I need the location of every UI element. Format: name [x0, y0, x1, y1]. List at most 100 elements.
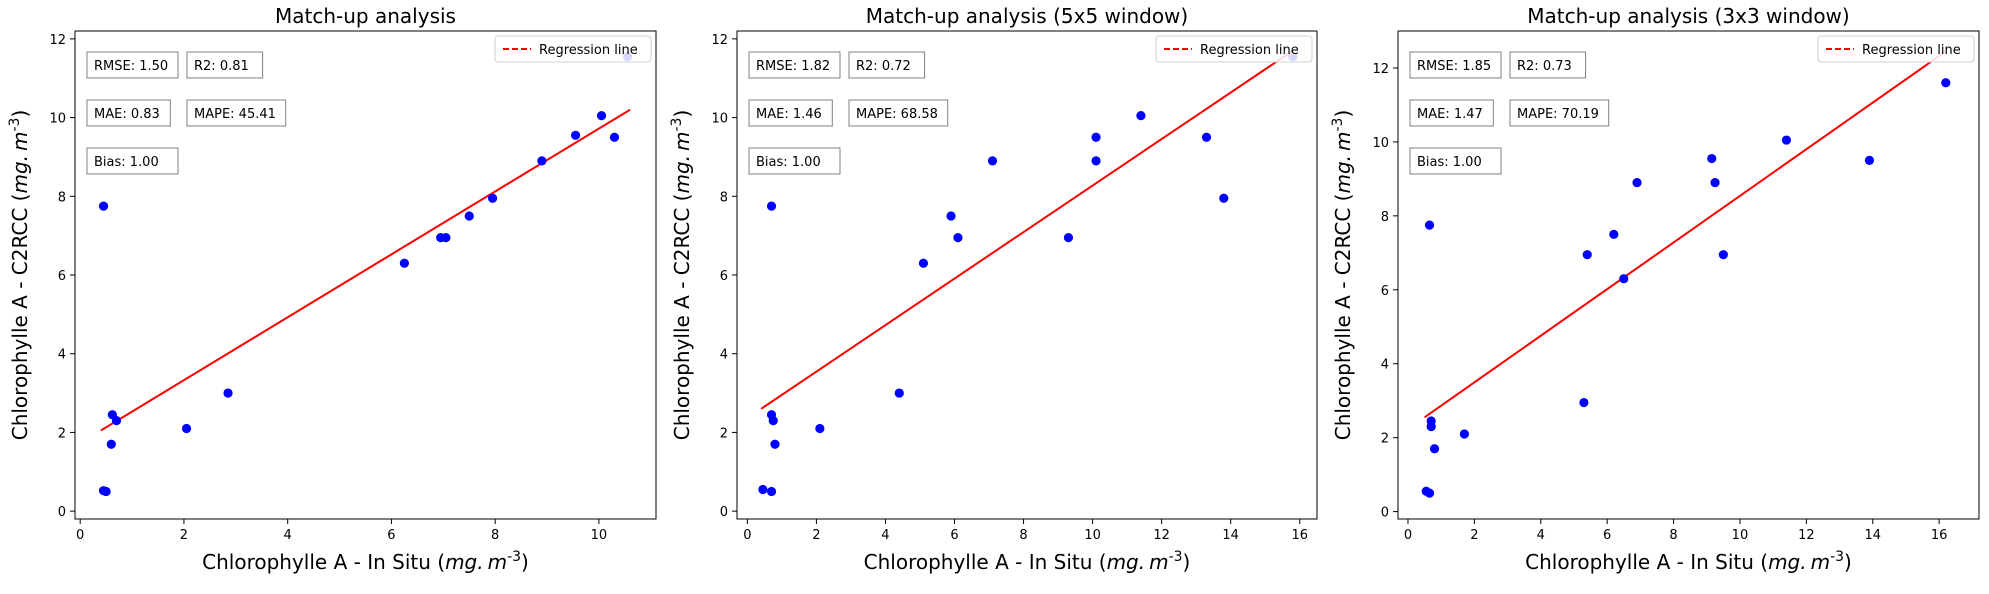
- x-tick-label: 4: [1537, 528, 1545, 543]
- y-tick-label: 4: [58, 348, 66, 363]
- y-tick-label: 0: [720, 505, 728, 520]
- data-point: [1429, 444, 1440, 454]
- regression-line: [1423, 50, 1947, 419]
- y-tick-label: 10: [49, 112, 66, 127]
- plot-area: [1421, 50, 1951, 498]
- stat-box: [748, 51, 841, 79]
- chart-panel-3: Match-up analysis (3x3 window) 0 2 4 6 8 10 12 1…: [1330, 4, 1980, 574]
- data-point: [1582, 250, 1592, 260]
- stat-box: [748, 147, 841, 175]
- plot-frame: [736, 30, 1318, 520]
- y-tick-label: 0: [1381, 506, 1389, 521]
- y-tick-label: 2: [1381, 432, 1389, 447]
- y-tick-label: 12: [1372, 62, 1389, 77]
- stat-box: [1509, 99, 1610, 127]
- data-point: [758, 484, 768, 495]
- y-tick-label: 12: [711, 33, 728, 48]
- stat-box: [86, 51, 179, 79]
- data-point: [766, 486, 777, 497]
- x-tick-label: 10: [1732, 528, 1749, 543]
- data-point: [101, 486, 111, 497]
- plot-area: [758, 49, 1298, 497]
- x-tick-label: 2: [1470, 528, 1478, 543]
- data-point: [1609, 229, 1619, 239]
- data-point: [953, 233, 963, 243]
- stat-label: Bias: 1.00: [94, 155, 159, 170]
- x-tick-label: 2: [180, 528, 188, 543]
- stat-label: RMSE: 1.50: [94, 59, 168, 74]
- stat-label: MAE: 0.83: [94, 107, 160, 122]
- data-point: [946, 211, 956, 221]
- legend-label: Regression line: [1200, 43, 1299, 58]
- data-point: [106, 439, 116, 449]
- data-point: [1941, 78, 1951, 88]
- stat-box: [1509, 51, 1587, 79]
- stat-label: RMSE: 1.82: [756, 59, 830, 74]
- data-point: [1619, 274, 1629, 284]
- x-tick-label: 8: [1019, 528, 1027, 543]
- stat-box: [748, 99, 833, 127]
- data-point: [1063, 233, 1074, 243]
- stat-box: [86, 147, 179, 175]
- data-point: [768, 416, 778, 426]
- stat-label: Bias: 1.00: [756, 155, 821, 170]
- data-point: [894, 388, 904, 398]
- stat-box: [848, 99, 949, 127]
- x-axis-label: Chlorophylle A - In Situ (mg. m-3): [202, 549, 529, 574]
- chart-panel-2: Match-up analysis (5x5 window) 0 2 4 6 8 10 12 1…: [669, 4, 1318, 574]
- y-axis-label: Chlorophylle A - C2RCC (mg. m-3): [7, 110, 32, 441]
- x-tick-label: 0: [76, 528, 84, 543]
- stat-label: R2: 0.73: [1517, 59, 1572, 74]
- data-point: [1707, 153, 1717, 164]
- legend-box: [494, 35, 652, 63]
- stat-box: [186, 51, 264, 79]
- x-tick-label: 16: [1291, 528, 1308, 543]
- stat-label: MAPE: 68.58: [856, 107, 938, 122]
- data-point: [223, 388, 233, 398]
- data-point: [1459, 429, 1469, 439]
- data-point: [918, 258, 929, 268]
- x-tick-label: 6: [950, 528, 958, 543]
- stat-box: [1409, 147, 1502, 175]
- x-axis-label: Chlorophylle A - In Situ (mg. m-3): [864, 549, 1191, 574]
- data-point: [1424, 488, 1435, 498]
- x-tick-label: 0: [1404, 528, 1412, 543]
- regression-line: [760, 49, 1294, 410]
- data-point: [441, 233, 451, 243]
- legend-box: [1817, 35, 1975, 63]
- data-point: [1864, 155, 1875, 165]
- y-tick-label: 0: [58, 505, 66, 520]
- x-tick-label: 10: [591, 528, 608, 543]
- data-point: [1219, 193, 1229, 203]
- chart-title: Match-up analysis (3x3 window): [1527, 4, 1849, 28]
- y-tick-label: 10: [1372, 136, 1389, 151]
- data-point: [1201, 132, 1212, 142]
- y-tick-label: 2: [58, 426, 66, 441]
- data-point: [770, 439, 780, 449]
- stat-label: MAE: 1.46: [756, 107, 822, 122]
- y-tick-label: 4: [720, 348, 728, 363]
- y-tick-label: 10: [711, 112, 728, 127]
- data-point: [815, 423, 825, 434]
- y-tick-label: 2: [720, 426, 728, 441]
- data-point: [1091, 156, 1101, 166]
- y-tick-label: 8: [58, 190, 66, 205]
- x-tick-label: 6: [387, 528, 395, 543]
- stat-box: [848, 51, 926, 79]
- data-point: [1632, 177, 1642, 188]
- x-tick-label: 16: [1931, 528, 1948, 543]
- data-point: [98, 201, 109, 211]
- x-tick-label: 8: [491, 528, 499, 543]
- stat-label: R2: 0.81: [194, 59, 249, 74]
- data-point: [1710, 177, 1720, 188]
- x-tick-label: 8: [1669, 528, 1677, 543]
- data-point: [1424, 220, 1435, 230]
- data-point: [1781, 135, 1792, 145]
- y-tick-label: 8: [1381, 210, 1389, 225]
- y-axis-label: Chlorophylle A - C2RCC (mg. m-3): [669, 110, 694, 441]
- chart-title: Match-up analysis (5x5 window): [866, 4, 1188, 28]
- stat-box: [1409, 99, 1494, 127]
- stat-label: MAE: 1.47: [1417, 107, 1483, 122]
- data-point: [766, 201, 777, 211]
